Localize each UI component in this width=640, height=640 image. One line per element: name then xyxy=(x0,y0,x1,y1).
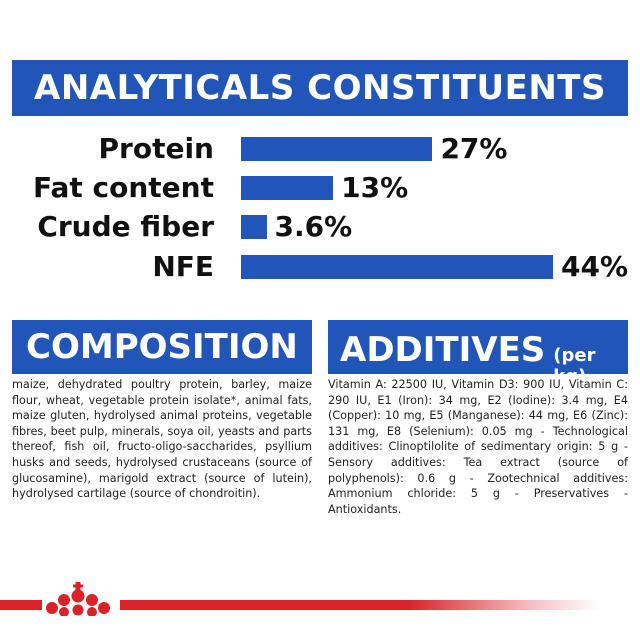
analytics-row-value: 13% xyxy=(341,171,409,204)
analytics-row: Protein 27% xyxy=(0,132,640,166)
analytics-row-value: 27% xyxy=(440,132,508,165)
analytics-row: NFE 44% xyxy=(0,250,640,284)
additives-text: Vitamin A: 22500 IU, Vitamin D3: 900 IU,… xyxy=(328,378,628,516)
additives-banner: ADDITIVES (per kg) xyxy=(328,320,628,387)
analytics-row: Crude fiber 3.6% xyxy=(0,210,640,244)
analytics-row: Fat content 13% xyxy=(0,171,640,205)
composition-title: COMPOSITION xyxy=(26,327,298,367)
analytics-row-bar xyxy=(241,137,433,161)
analytics-row-bar xyxy=(241,176,334,200)
analytics-row-label: Fat content xyxy=(33,171,214,204)
footer-stripe xyxy=(120,600,600,610)
additives-title: ADDITIVES xyxy=(340,330,546,370)
additives-unit: (per kg) xyxy=(553,345,596,387)
analytics-row-bar xyxy=(241,215,267,239)
analytics-title: ANALYTICALS CONSTITUENTS xyxy=(34,68,606,108)
analytics-row-value: 3.6% xyxy=(274,210,353,243)
royal-crown-icon xyxy=(46,582,110,616)
footer-stripe-left xyxy=(0,600,42,610)
analytics-row-value: 44% xyxy=(561,250,629,283)
composition-text: maize, dehydrated poultry protein, barle… xyxy=(12,378,312,501)
analytics-row-label: NFE xyxy=(152,250,214,283)
composition-banner: COMPOSITION xyxy=(12,320,312,374)
analytics-banner: ANALYTICALS CONSTITUENTS xyxy=(12,60,628,116)
analytics-row-bar xyxy=(241,255,553,279)
analytics-row-label: Protein xyxy=(98,132,214,165)
analytics-row-label: Crude fiber xyxy=(37,210,214,243)
